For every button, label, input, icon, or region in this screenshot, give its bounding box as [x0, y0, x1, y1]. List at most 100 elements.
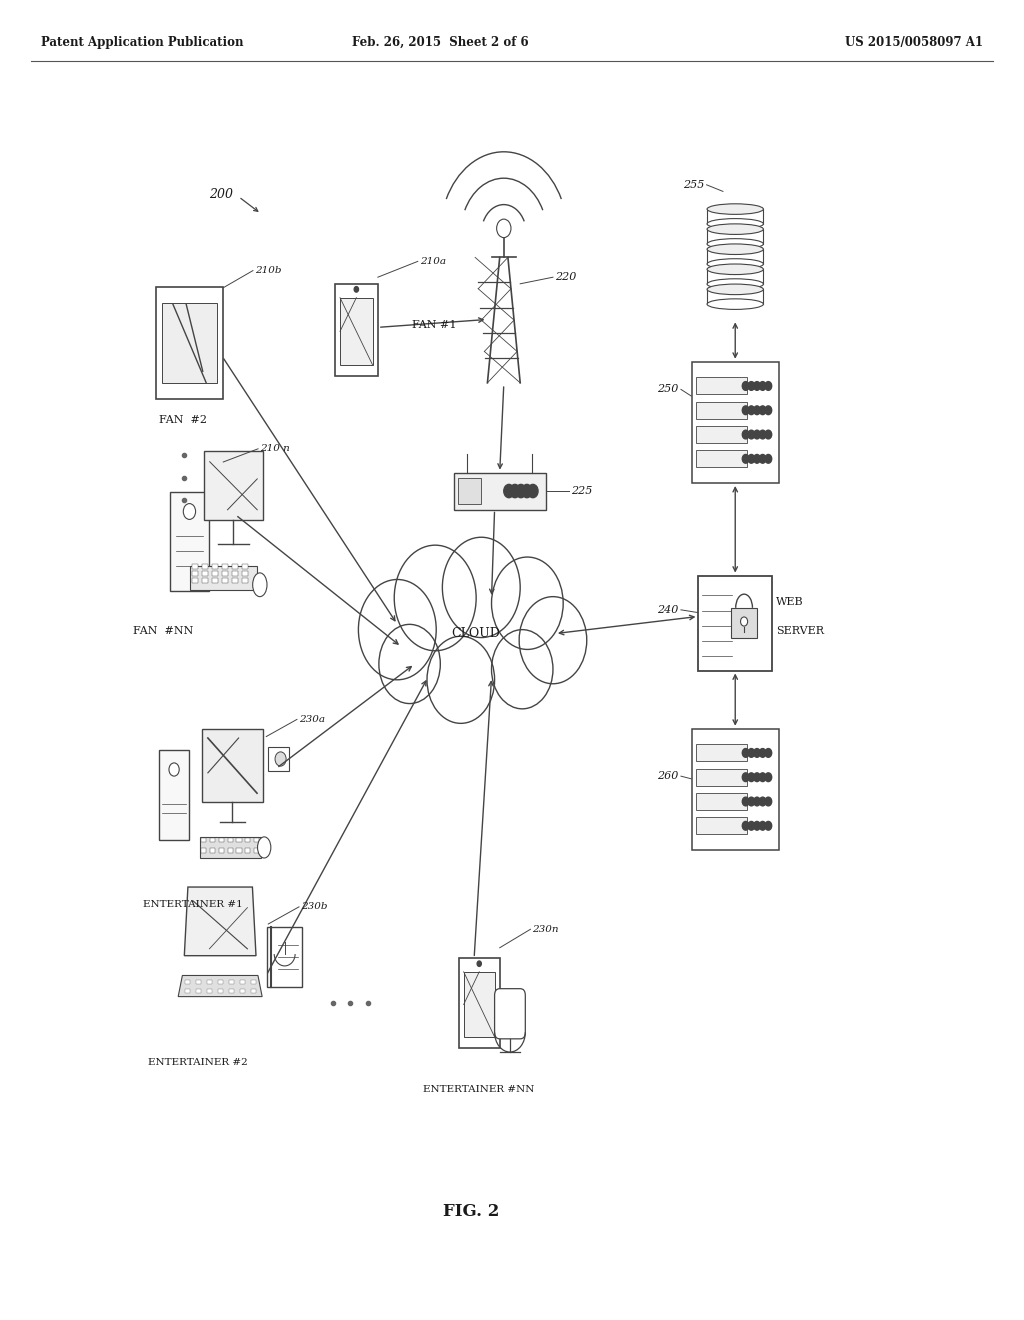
Bar: [222, 578, 228, 583]
Text: ENTERTAINER #2: ENTERTAINER #2: [148, 1059, 248, 1067]
Circle shape: [748, 797, 755, 807]
Text: FAN  #NN: FAN #NN: [133, 626, 194, 636]
Circle shape: [754, 772, 761, 781]
Bar: [222, 564, 228, 569]
Bar: [696, 401, 746, 418]
Bar: [202, 564, 208, 569]
Bar: [459, 478, 481, 504]
Text: 225: 225: [571, 486, 593, 496]
Bar: [232, 564, 239, 569]
Circle shape: [510, 484, 520, 498]
Bar: [210, 838, 215, 842]
Bar: [212, 564, 218, 569]
Circle shape: [754, 381, 761, 391]
Circle shape: [759, 772, 766, 781]
Bar: [696, 793, 746, 810]
Circle shape: [742, 430, 750, 440]
Bar: [193, 564, 199, 569]
Circle shape: [169, 763, 179, 776]
Bar: [228, 979, 233, 983]
Text: US 2015/0058097 A1: US 2015/0058097 A1: [845, 36, 983, 49]
Bar: [212, 570, 218, 576]
Bar: [251, 979, 256, 983]
Bar: [696, 378, 746, 395]
Circle shape: [759, 821, 766, 830]
Circle shape: [522, 484, 532, 498]
Circle shape: [742, 797, 750, 807]
Text: 210a: 210a: [420, 257, 445, 265]
Bar: [222, 570, 228, 576]
Bar: [185, 990, 190, 993]
Circle shape: [754, 454, 761, 463]
Bar: [696, 768, 746, 785]
Ellipse shape: [707, 259, 763, 269]
Bar: [219, 838, 223, 842]
Text: 200: 200: [210, 187, 233, 201]
Text: Patent Application Publication: Patent Application Publication: [41, 36, 244, 49]
Circle shape: [358, 579, 436, 680]
Bar: [696, 817, 746, 834]
Circle shape: [748, 405, 755, 414]
Circle shape: [759, 748, 766, 758]
Circle shape: [754, 748, 761, 758]
Bar: [190, 566, 256, 590]
Bar: [240, 979, 245, 983]
Ellipse shape: [707, 239, 763, 249]
Ellipse shape: [707, 244, 763, 255]
Bar: [731, 607, 757, 639]
Circle shape: [275, 752, 286, 766]
Bar: [698, 576, 772, 671]
Text: 255: 255: [683, 180, 705, 190]
Circle shape: [740, 616, 748, 626]
Bar: [246, 838, 251, 842]
Bar: [218, 979, 223, 983]
Bar: [227, 849, 232, 853]
Circle shape: [754, 405, 761, 414]
Circle shape: [742, 772, 750, 781]
Circle shape: [519, 597, 587, 684]
Circle shape: [765, 748, 772, 758]
Bar: [237, 849, 242, 853]
Circle shape: [765, 430, 772, 440]
Text: FIG. 2: FIG. 2: [442, 1204, 500, 1220]
Bar: [240, 990, 245, 993]
Ellipse shape: [707, 298, 763, 309]
Text: 210 n: 210 n: [260, 445, 290, 453]
Circle shape: [754, 430, 761, 440]
Circle shape: [759, 454, 766, 463]
Circle shape: [748, 748, 755, 758]
Circle shape: [379, 624, 440, 704]
Circle shape: [765, 405, 772, 414]
Bar: [201, 838, 206, 842]
Ellipse shape: [707, 279, 763, 289]
Bar: [459, 958, 500, 1048]
Bar: [692, 729, 778, 850]
Circle shape: [765, 381, 772, 391]
Text: CLOUD: CLOUD: [452, 627, 501, 640]
Circle shape: [748, 772, 755, 781]
Circle shape: [765, 797, 772, 807]
Bar: [197, 979, 201, 983]
Bar: [335, 284, 378, 376]
Bar: [696, 450, 746, 467]
Text: ENTERTAINER #NN: ENTERTAINER #NN: [423, 1085, 535, 1093]
Bar: [212, 578, 218, 583]
Circle shape: [477, 961, 481, 966]
Text: Feb. 26, 2015  Sheet 2 of 6: Feb. 26, 2015 Sheet 2 of 6: [352, 36, 528, 49]
Bar: [219, 849, 223, 853]
Circle shape: [742, 405, 750, 414]
Circle shape: [754, 821, 761, 830]
Bar: [251, 990, 256, 993]
Bar: [170, 492, 209, 591]
Bar: [202, 570, 208, 576]
Ellipse shape: [258, 837, 270, 858]
Bar: [232, 578, 239, 583]
Text: 210b: 210b: [255, 267, 282, 275]
Bar: [193, 570, 199, 576]
Bar: [242, 564, 248, 569]
Bar: [193, 578, 199, 583]
Bar: [227, 838, 232, 842]
Circle shape: [742, 454, 750, 463]
Bar: [218, 990, 223, 993]
Circle shape: [748, 821, 755, 830]
